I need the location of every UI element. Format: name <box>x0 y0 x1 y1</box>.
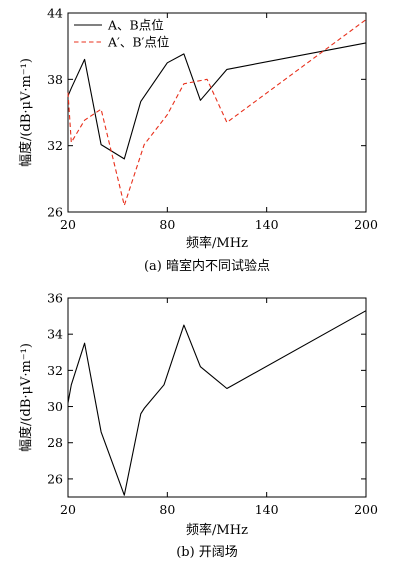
x-tick-label: 140 <box>255 502 279 517</box>
x-tick-label: 200 <box>354 217 378 232</box>
y-tick-label: 32 <box>47 138 63 153</box>
chart-a: 20 80 140 200 26 32 38 44 频率/MHz 幅度/(dB·μV·m⁻¹) (a… <box>18 6 378 275</box>
series-line-0 <box>67 42 367 160</box>
chart-caption: (a) 暗室内不同试验点 <box>144 258 270 274</box>
y-tick-label: 36 <box>47 291 63 306</box>
y-axis-label: 幅度/(dB·μV·m⁻¹) <box>18 58 34 167</box>
y-tick-label: 26 <box>47 471 63 486</box>
y-axis-label: 幅度/(dB·μV·m⁻¹) <box>18 343 34 452</box>
y-tick-label: 30 <box>47 399 63 414</box>
y-tick-label: 38 <box>47 72 63 87</box>
y-tick-label: 34 <box>47 327 63 342</box>
legend-label-1: A′、B′点位 <box>107 35 169 50</box>
y-tick-label: 32 <box>47 363 63 378</box>
x-tick-label: 20 <box>60 217 76 232</box>
chart-b: 20 80 140 200 26 28 30 32 34 36 频率/MHz 幅度/(dB·μV·m⁻… <box>18 291 378 561</box>
y-tick-label: 44 <box>47 6 63 21</box>
y-tick-label: 26 <box>47 205 63 220</box>
legend-label-0: A、B点位 <box>107 18 164 33</box>
x-tick-label: 20 <box>60 502 76 517</box>
y-tick-label: 28 <box>47 435 63 450</box>
series-line-0 <box>67 310 367 496</box>
plot-frame <box>67 297 367 498</box>
chart-caption: (b) 开阔场 <box>176 545 238 560</box>
x-tick-label: 80 <box>159 502 175 517</box>
x-tick-label: 140 <box>255 217 279 232</box>
x-tick-label: 80 <box>159 217 175 232</box>
x-axis-label: 频率/MHz <box>186 235 248 251</box>
x-axis-label: 频率/MHz <box>186 522 248 538</box>
x-tick-label: 200 <box>354 502 378 517</box>
series-line-1 <box>67 19 367 206</box>
plot-frame <box>67 12 367 213</box>
